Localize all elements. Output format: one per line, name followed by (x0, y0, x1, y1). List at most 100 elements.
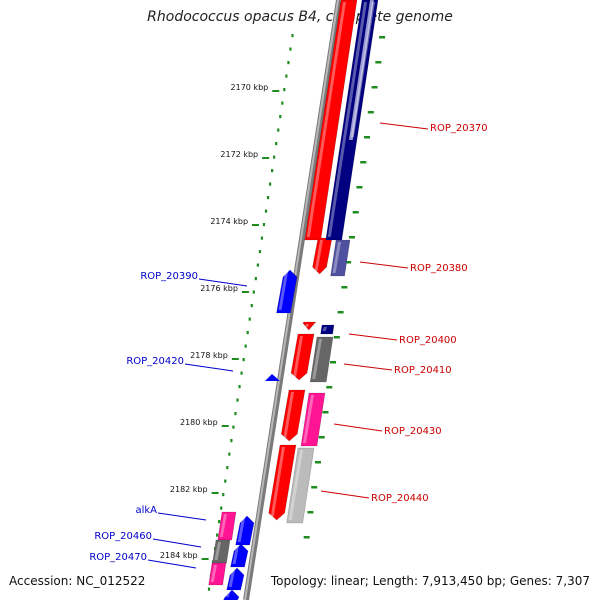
ruler-tick-mark (360, 161, 367, 164)
leader-line (343, 363, 393, 371)
gene-rop-20390-reverse-shine (278, 272, 288, 310)
ruler-dot (220, 506, 223, 510)
ruler-dot (258, 250, 262, 254)
ruler-tick-mark (348, 236, 355, 239)
ruler-dot (277, 128, 280, 132)
ruler-tick-mark (352, 211, 359, 214)
ruler-tick-mark (314, 461, 321, 464)
leader-line (152, 538, 202, 548)
gene-label-right: ROP_20370 (430, 123, 488, 134)
gene-rop-20470-pink (208, 562, 227, 586)
gene-rop-20460-grey-shine (214, 542, 221, 560)
gene-label-right: ROP_20380 (410, 263, 468, 274)
gene-rop-20430-pink (300, 392, 326, 447)
ruler-dot (266, 196, 270, 200)
ruler-tick-mark (364, 136, 371, 139)
gene-label-right: ROP_20440 (371, 493, 429, 504)
gene-label-left: ROP_20390 (140, 271, 198, 282)
ruler-dot (283, 88, 286, 92)
gene-rop-20440-forward-shine (270, 447, 285, 517)
ruler-tick-mark (375, 61, 382, 64)
gene-rop-20440-lightgrey (286, 447, 315, 524)
ruler-dot (250, 304, 253, 308)
gene-alka-pink-shine (219, 514, 227, 537)
ruler-dot (260, 236, 264, 240)
gene-rop-20470-blue (226, 567, 245, 591)
ruler-dot (248, 317, 251, 321)
ruler-tick-mark (326, 386, 333, 389)
ruler-tick-mark (318, 436, 325, 439)
gene-rop-20420-reverse (265, 374, 280, 381)
ruler-dot (289, 47, 292, 51)
leader-line (348, 333, 398, 341)
ruler-tick-label: 2178 kbp (190, 351, 228, 360)
gene-light-stripe-shine (350, 2, 375, 137)
ruler-dot (242, 358, 245, 362)
leader-line (359, 261, 409, 269)
ruler-dot (232, 425, 235, 429)
ruler-tick-mark (311, 486, 318, 489)
ruler-dot (224, 479, 227, 483)
ruler-dot (226, 466, 229, 470)
leader-line (157, 512, 207, 521)
gene-label-right: ROP_20400 (399, 335, 457, 346)
ruler-dot (285, 74, 288, 78)
gene-bottom-blue-shine (225, 592, 230, 597)
ruler-dot (244, 344, 247, 348)
ruler-dot (264, 209, 268, 213)
gene-rop-20400-forward-shine (304, 324, 309, 327)
leader-line (147, 559, 197, 569)
gene-rop-20380-forward-shine (314, 240, 323, 271)
ruler-tick-mark (330, 361, 337, 364)
ruler-dot (222, 493, 225, 497)
ruler-dot (256, 263, 259, 267)
gene-rop-20460-blue-shine (232, 546, 239, 564)
gene-rop-20410-forward (290, 333, 315, 381)
gene-purple-block-shine (332, 242, 341, 273)
ruler-dot (207, 587, 211, 591)
gene-label-left: ROP_20460 (94, 531, 152, 542)
gene-rop-20430-forward-shine (283, 392, 294, 438)
ruler-dot (268, 182, 272, 186)
ruler-tick-label: 2174 kbp (210, 217, 248, 226)
ruler-tick-label: 2184 kbp (160, 551, 198, 560)
ruler-dot (275, 142, 278, 146)
gene-purple-block (330, 239, 351, 277)
ruler-dot (252, 290, 255, 294)
gene-alka-blue (235, 515, 255, 546)
ruler-dot (281, 101, 284, 105)
ruler-tick-mark (337, 311, 344, 314)
leader-line (333, 423, 383, 432)
ruler-tick-mark (379, 36, 386, 39)
gene-label-right: ROP_20410 (394, 365, 452, 376)
accession-text: Accession: NC_012522 (9, 574, 146, 588)
ruler-tick-label: 2182 kbp (170, 485, 208, 494)
ruler-tick-mark (345, 261, 352, 264)
ruler-dot (236, 398, 239, 402)
ruler-dot (262, 223, 266, 227)
ruler-tick-label: 2172 kbp (220, 150, 258, 159)
ruler-dot (273, 155, 276, 159)
map-title: Rhodococcus opacus B4, complete genome (147, 9, 453, 25)
ruler-dot (240, 371, 243, 375)
gene-rop-20470-blue-shine (228, 570, 235, 587)
ruler-dot (230, 439, 233, 443)
ruler-dot (287, 61, 290, 65)
gene-rop-20460-grey (212, 539, 231, 564)
leader-line (198, 278, 248, 287)
gene-bottom-blue (223, 589, 240, 600)
ruler-dot (218, 520, 221, 524)
gene-rop-20440-lightgrey-shine (288, 450, 303, 520)
gene-rop-20430-pink-shine (303, 395, 314, 443)
gene-rop-20370-forward-shine (306, 2, 346, 237)
topology-text: Topology: linear; Length: 7,913,450 bp; … (270, 574, 590, 588)
gene-light-stripe (348, 0, 375, 141)
leader-line (379, 122, 429, 130)
ruler-tick-mark (333, 336, 340, 339)
ruler-dot (246, 331, 249, 335)
gene-rop-20440-forward (268, 444, 297, 521)
gene-alka-pink (217, 511, 237, 541)
ruler-dot (279, 115, 282, 119)
ruler-dot (216, 533, 219, 537)
